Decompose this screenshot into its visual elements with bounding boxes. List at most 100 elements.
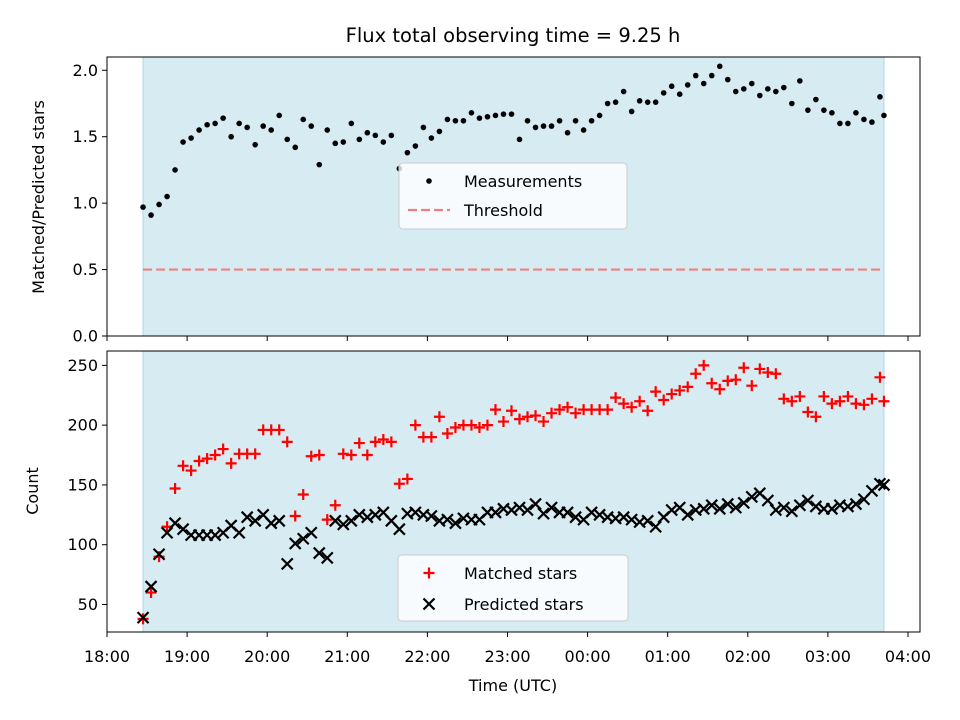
predicted-point (521, 503, 534, 517)
predicted-point (345, 514, 358, 528)
matched-point (369, 436, 381, 448)
y-tick-label: 50 (78, 595, 98, 614)
matched-point (361, 449, 373, 461)
matched-point (201, 453, 213, 465)
matched-point (273, 424, 285, 436)
matched-point (778, 393, 790, 405)
predicted-point (737, 496, 751, 510)
matched-point (658, 394, 670, 406)
measurement-point (628, 108, 635, 115)
predicted-point (505, 503, 518, 517)
predicted-point (841, 500, 855, 513)
measurement-point (164, 193, 170, 200)
matched-point (714, 383, 726, 395)
matched-point (297, 488, 309, 500)
predicted-point (264, 516, 278, 530)
matched-point (746, 380, 758, 392)
predicted-point (353, 508, 366, 522)
matched-point (473, 422, 485, 434)
measurement-point (805, 107, 811, 113)
predicted-point (320, 551, 334, 565)
matched-point (217, 443, 229, 455)
matched-point (522, 411, 534, 423)
matched-point (810, 411, 822, 423)
measurement-point (821, 107, 827, 113)
matched-point (666, 388, 678, 400)
measurement-point (596, 112, 603, 119)
predicted-point (288, 537, 302, 550)
measurement-point (348, 120, 355, 127)
matched-point (209, 449, 221, 461)
measurement-point (428, 135, 435, 141)
legend-label-matched: Matched stars (464, 564, 577, 583)
measurement-point (460, 117, 467, 124)
x-tick-label: 18:00 (84, 647, 130, 666)
chart-title: Flux total observing time = 9.25 h (346, 24, 681, 47)
measurement-point (412, 143, 419, 149)
measurement-point (692, 72, 699, 79)
measurement-point (268, 127, 275, 133)
measurement-point (612, 99, 619, 105)
measurement-point (228, 133, 234, 140)
x-tick-label: 20:00 (244, 647, 290, 666)
measurement-point (252, 141, 258, 148)
predicted-point (681, 508, 694, 522)
measurement-point (829, 110, 835, 116)
predicted-point (625, 513, 638, 526)
legend-box (397, 554, 629, 622)
matched-point (465, 419, 477, 431)
legend-marker-matched (423, 567, 435, 579)
measurement-point (524, 117, 531, 124)
measurement-point (308, 123, 315, 129)
measurement-point (740, 86, 747, 92)
measurement-point (284, 136, 291, 143)
measurement-point (684, 82, 691, 88)
matched-point (409, 419, 421, 431)
measurement-point (604, 100, 611, 107)
measurement-point (380, 139, 387, 145)
x-axis-ticks (106, 336, 909, 341)
x-axis-label: Time (UTC) (468, 676, 557, 695)
measurement-point (516, 136, 523, 143)
matched-point (393, 478, 405, 490)
x-tick-label: 21:00 (324, 647, 370, 666)
matched-point (618, 398, 630, 410)
measurement-point (813, 96, 819, 103)
legend-label-predicted: Predicted stars (464, 595, 584, 614)
matched-point (602, 404, 614, 416)
panel-ratio-frame (106, 56, 921, 337)
measurement-point (180, 139, 186, 145)
predicted-point (537, 507, 550, 520)
matched-point (441, 428, 453, 440)
predicted-point (561, 506, 574, 519)
measurement-point (853, 110, 859, 116)
matched-point (642, 405, 654, 417)
x-tick-label: 23:00 (484, 647, 530, 666)
matched-point (321, 514, 333, 526)
measurement-point (540, 123, 547, 129)
matched-point (305, 450, 317, 462)
matched-point (313, 449, 325, 461)
measurement-point (484, 113, 491, 120)
measurement-point (212, 120, 218, 127)
measurement-point (452, 117, 459, 124)
legend-label-measurements: Measurements (464, 172, 582, 191)
matched-point (433, 411, 445, 423)
measurement-point (364, 129, 371, 136)
panel-counts-frame (106, 350, 921, 633)
y-tick-label: 0.5 (73, 260, 98, 279)
x-tick-label: 22:00 (404, 647, 450, 666)
predicted-point (304, 526, 318, 540)
predicted-point (761, 494, 775, 507)
measurement-point (797, 78, 803, 84)
measurement-point (292, 144, 299, 151)
measurement-point (644, 99, 651, 105)
matched-point (546, 407, 558, 419)
measurement-point (500, 111, 507, 117)
y-tick-label: 1.5 (73, 127, 98, 146)
measurement-point (636, 98, 643, 104)
measurement-point (765, 86, 771, 92)
measurement-point (789, 100, 795, 107)
measurement-point (748, 80, 755, 87)
predicted-point (545, 501, 558, 514)
